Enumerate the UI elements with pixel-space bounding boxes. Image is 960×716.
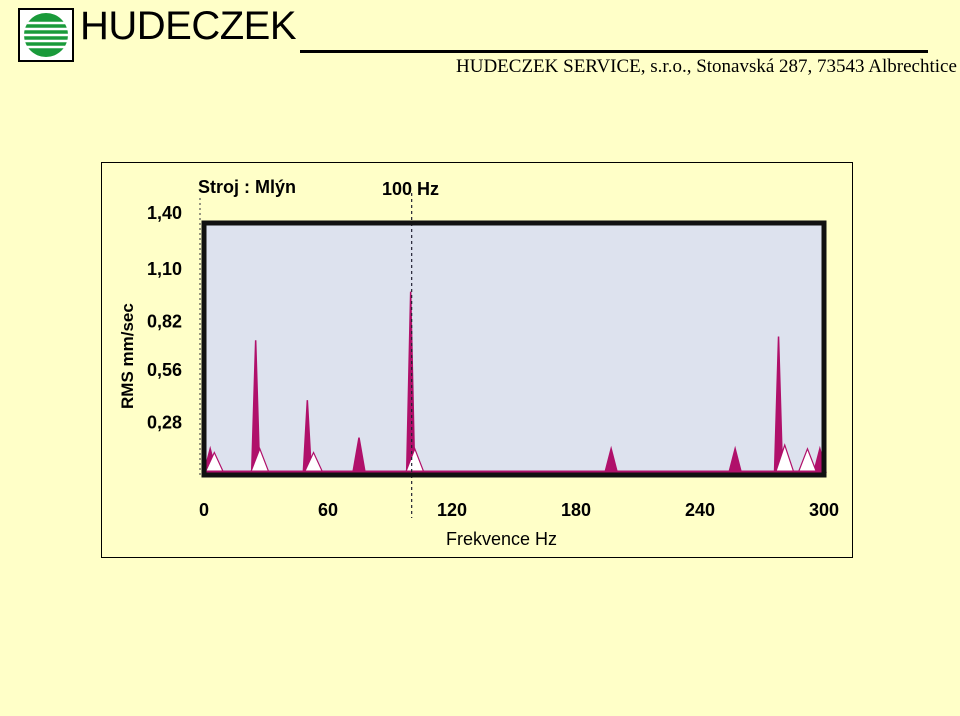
y-tick-label: 1,10 [147, 259, 182, 279]
header-rule [300, 50, 928, 53]
plot-area [204, 223, 824, 475]
spectrum-chart-svg: Stroj : Mlýn 100 Hz RMS mm/sec Frekvence… [118, 177, 839, 549]
x-axis-label: Frekvence Hz [446, 529, 557, 549]
y-axis-label: RMS mm/sec [118, 303, 137, 409]
company-address: HUDECZEK SERVICE, s.r.o., Stonavská 287,… [456, 56, 957, 77]
x-tick-label: 120 [437, 500, 467, 520]
x-tick-label: 0 [199, 500, 209, 520]
plot-frame [201, 220, 827, 478]
annotation-label: 100 Hz [382, 179, 439, 199]
y-tick-label: 1,40 [147, 203, 182, 223]
x-tick-label: 60 [318, 500, 338, 520]
x-tick-label: 300 [809, 500, 839, 520]
chart-title: Stroj : Mlýn [198, 177, 296, 197]
brand-name: HUDECZEK [80, 4, 297, 48]
x-tick-label: 240 [685, 500, 715, 520]
x-tick-label: 180 [561, 500, 591, 520]
spectrum-chart: Stroj : Mlýn 100 Hz RMS mm/sec Frekvence… [101, 162, 853, 558]
y-tick-label: 0,82 [147, 312, 182, 332]
y-tick-label: 0,56 [147, 360, 182, 380]
company-logo [18, 8, 74, 62]
y-tick-label: 0,28 [147, 413, 182, 433]
